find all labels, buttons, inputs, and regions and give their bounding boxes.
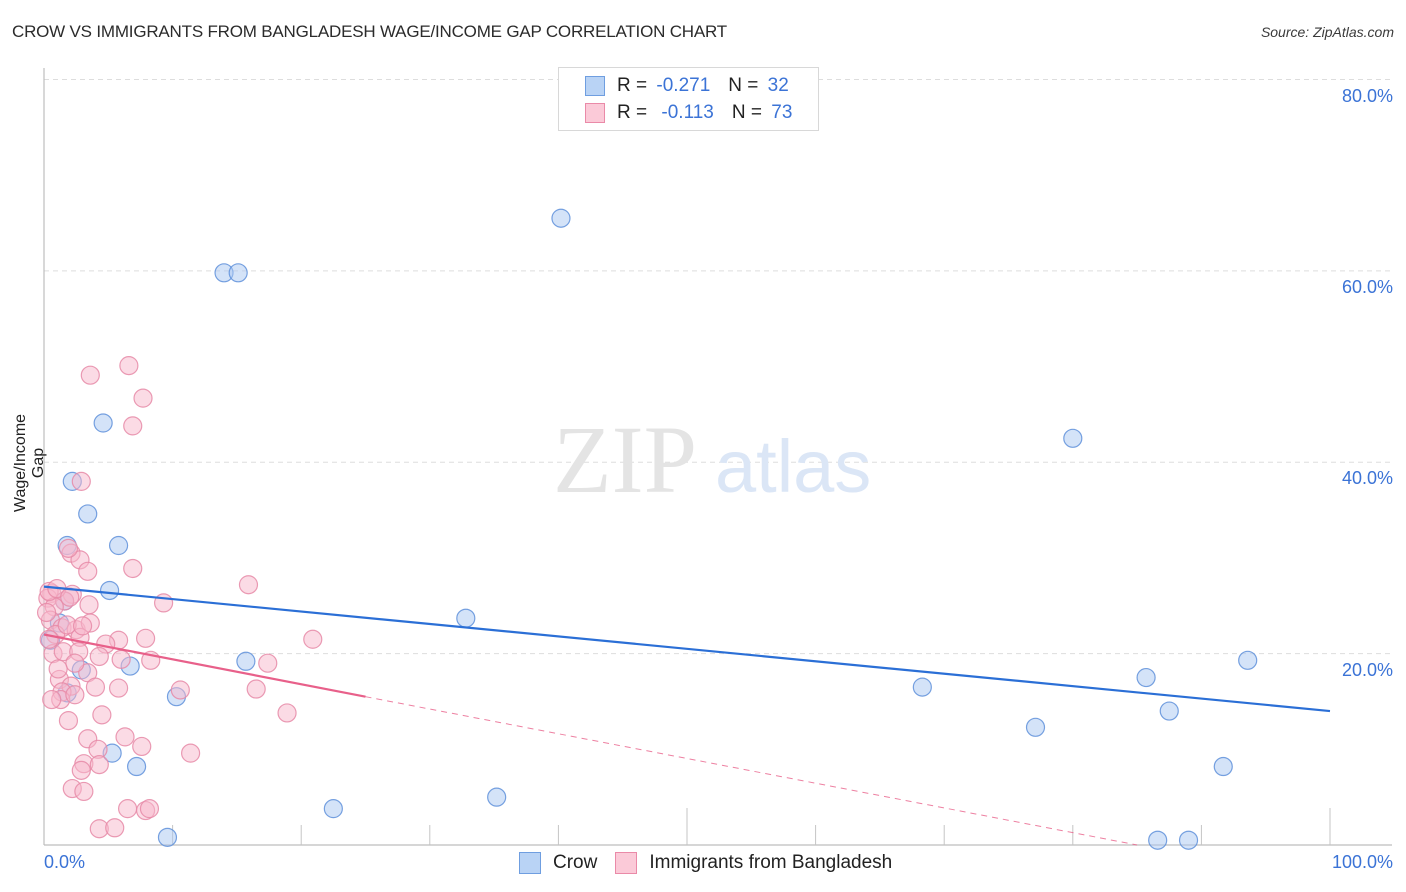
y-tick-80: 80.0% xyxy=(1341,86,1393,106)
crow-n-value: 32 xyxy=(767,75,789,96)
r-label: R = xyxy=(617,75,648,96)
x-tick-100: 100.0% xyxy=(1331,852,1393,872)
bangladesh-r-value: -0.113 xyxy=(661,102,714,123)
svg-text:ZIP: ZIP xyxy=(553,406,697,513)
source-label: Source: ZipAtlas.com xyxy=(1260,24,1394,40)
crow-swatch xyxy=(519,852,541,874)
legend-row-crow: R = -0.271 N = 32 xyxy=(585,74,789,98)
n-label: N = xyxy=(728,75,759,96)
x-tick-0: 0.0% xyxy=(44,852,86,872)
y-tick-20: 20.0% xyxy=(1341,660,1393,680)
axes xyxy=(43,68,1392,846)
crow-points xyxy=(40,208,1258,850)
chart-title: CROW VS IMMIGRANTS FROM BANGLADESH WAGE/… xyxy=(12,22,727,41)
legend-label-bangladesh: Immigrants from Bangladesh xyxy=(649,852,893,873)
legend-item-bangladesh[interactable]: Immigrants from Bangladesh xyxy=(615,852,892,874)
gridlines xyxy=(44,79,1392,655)
watermark: ZIP atlas xyxy=(553,406,871,513)
bangladesh-swatch xyxy=(615,852,638,874)
stats-legend: R = -0.271 N = 32 R = -0.113 N = 73 xyxy=(558,67,819,131)
crow-r-value: -0.271 xyxy=(656,75,711,96)
y-tick-60: 60.0% xyxy=(1341,277,1393,297)
legend-row-bangladesh: R = -0.113 N = 73 xyxy=(585,101,792,125)
crow-swatch xyxy=(585,76,605,96)
bangladesh-points xyxy=(36,356,323,839)
n-label: N = xyxy=(731,102,762,123)
bangladesh-swatch xyxy=(585,103,605,123)
r-label: R = xyxy=(617,102,648,123)
legend-label-crow: Crow xyxy=(553,852,598,873)
y-tick-40: 40.0% xyxy=(1341,468,1393,488)
y-axis-label: Wage/Income Gap xyxy=(12,413,47,513)
series-legend: Crow Immigrants from Bangladesh xyxy=(519,852,910,874)
legend-item-crow[interactable]: Crow xyxy=(519,852,597,874)
svg-text:atlas: atlas xyxy=(715,425,871,508)
trend-lines xyxy=(43,585,1331,846)
bangladesh-n-value: 73 xyxy=(771,102,793,123)
